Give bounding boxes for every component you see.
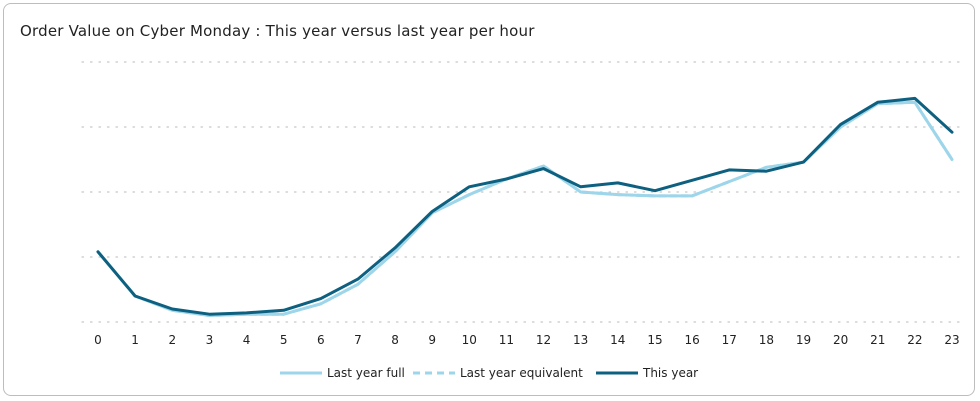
series-line-last-year-full [96,100,954,317]
x-tick-label: 12 [536,333,551,347]
series-line-this-year [96,96,954,316]
gridlines [81,61,963,323]
x-axis-ticks: 0 1 2 3 4 5 6 7 8 9 10 11 12 13 14 15 16 17 18 19 20 21 22 23 [94,333,959,347]
x-tick-label: 19 [796,333,811,347]
x-tick-label: 2 [168,333,176,347]
legend-label: Last year full [327,366,405,380]
legend-label: Last year equivalent [460,366,583,380]
x-tick-label: 22 [907,333,922,347]
chart-title: Order Value on Cyber Monday : This year … [20,22,535,40]
x-tick-label: 9 [428,333,436,347]
x-tick-label: 0 [94,333,102,347]
x-tick-label: 13 [573,333,588,347]
legend-label: This year [642,366,698,380]
x-tick-label: 7 [354,333,362,347]
legend-item-last-year-equivalent[interactable]: Last year equivalent [413,366,583,380]
legend-item-this-year[interactable]: This year [596,366,698,380]
x-tick-label: 21 [870,333,885,347]
x-tick-label: 20 [833,333,848,347]
x-tick-label: 6 [317,333,325,347]
x-tick-label: 14 [610,333,625,347]
legend[interactable]: Last year full Last year equivalent This y… [280,366,698,380]
legend-item-last-year-full[interactable]: Last year full [280,366,405,380]
chart-card [3,3,975,396]
x-tick-label: 1 [131,333,139,347]
x-tick-label: 4 [243,333,251,347]
x-tick-label: 23 [944,333,959,347]
x-tick-label: 5 [280,333,288,347]
x-tick-label: 8 [391,333,399,347]
x-tick-label: 3 [206,333,214,347]
series-lines [96,96,954,317]
x-tick-label: 16 [684,333,699,347]
x-tick-label: 11 [499,333,514,347]
x-tick-label: 18 [759,333,774,347]
x-tick-label: 15 [647,333,662,347]
series-line-last-year-equivalent [96,100,954,317]
x-tick-label: 17 [722,333,737,347]
x-tick-label: 10 [462,333,477,347]
